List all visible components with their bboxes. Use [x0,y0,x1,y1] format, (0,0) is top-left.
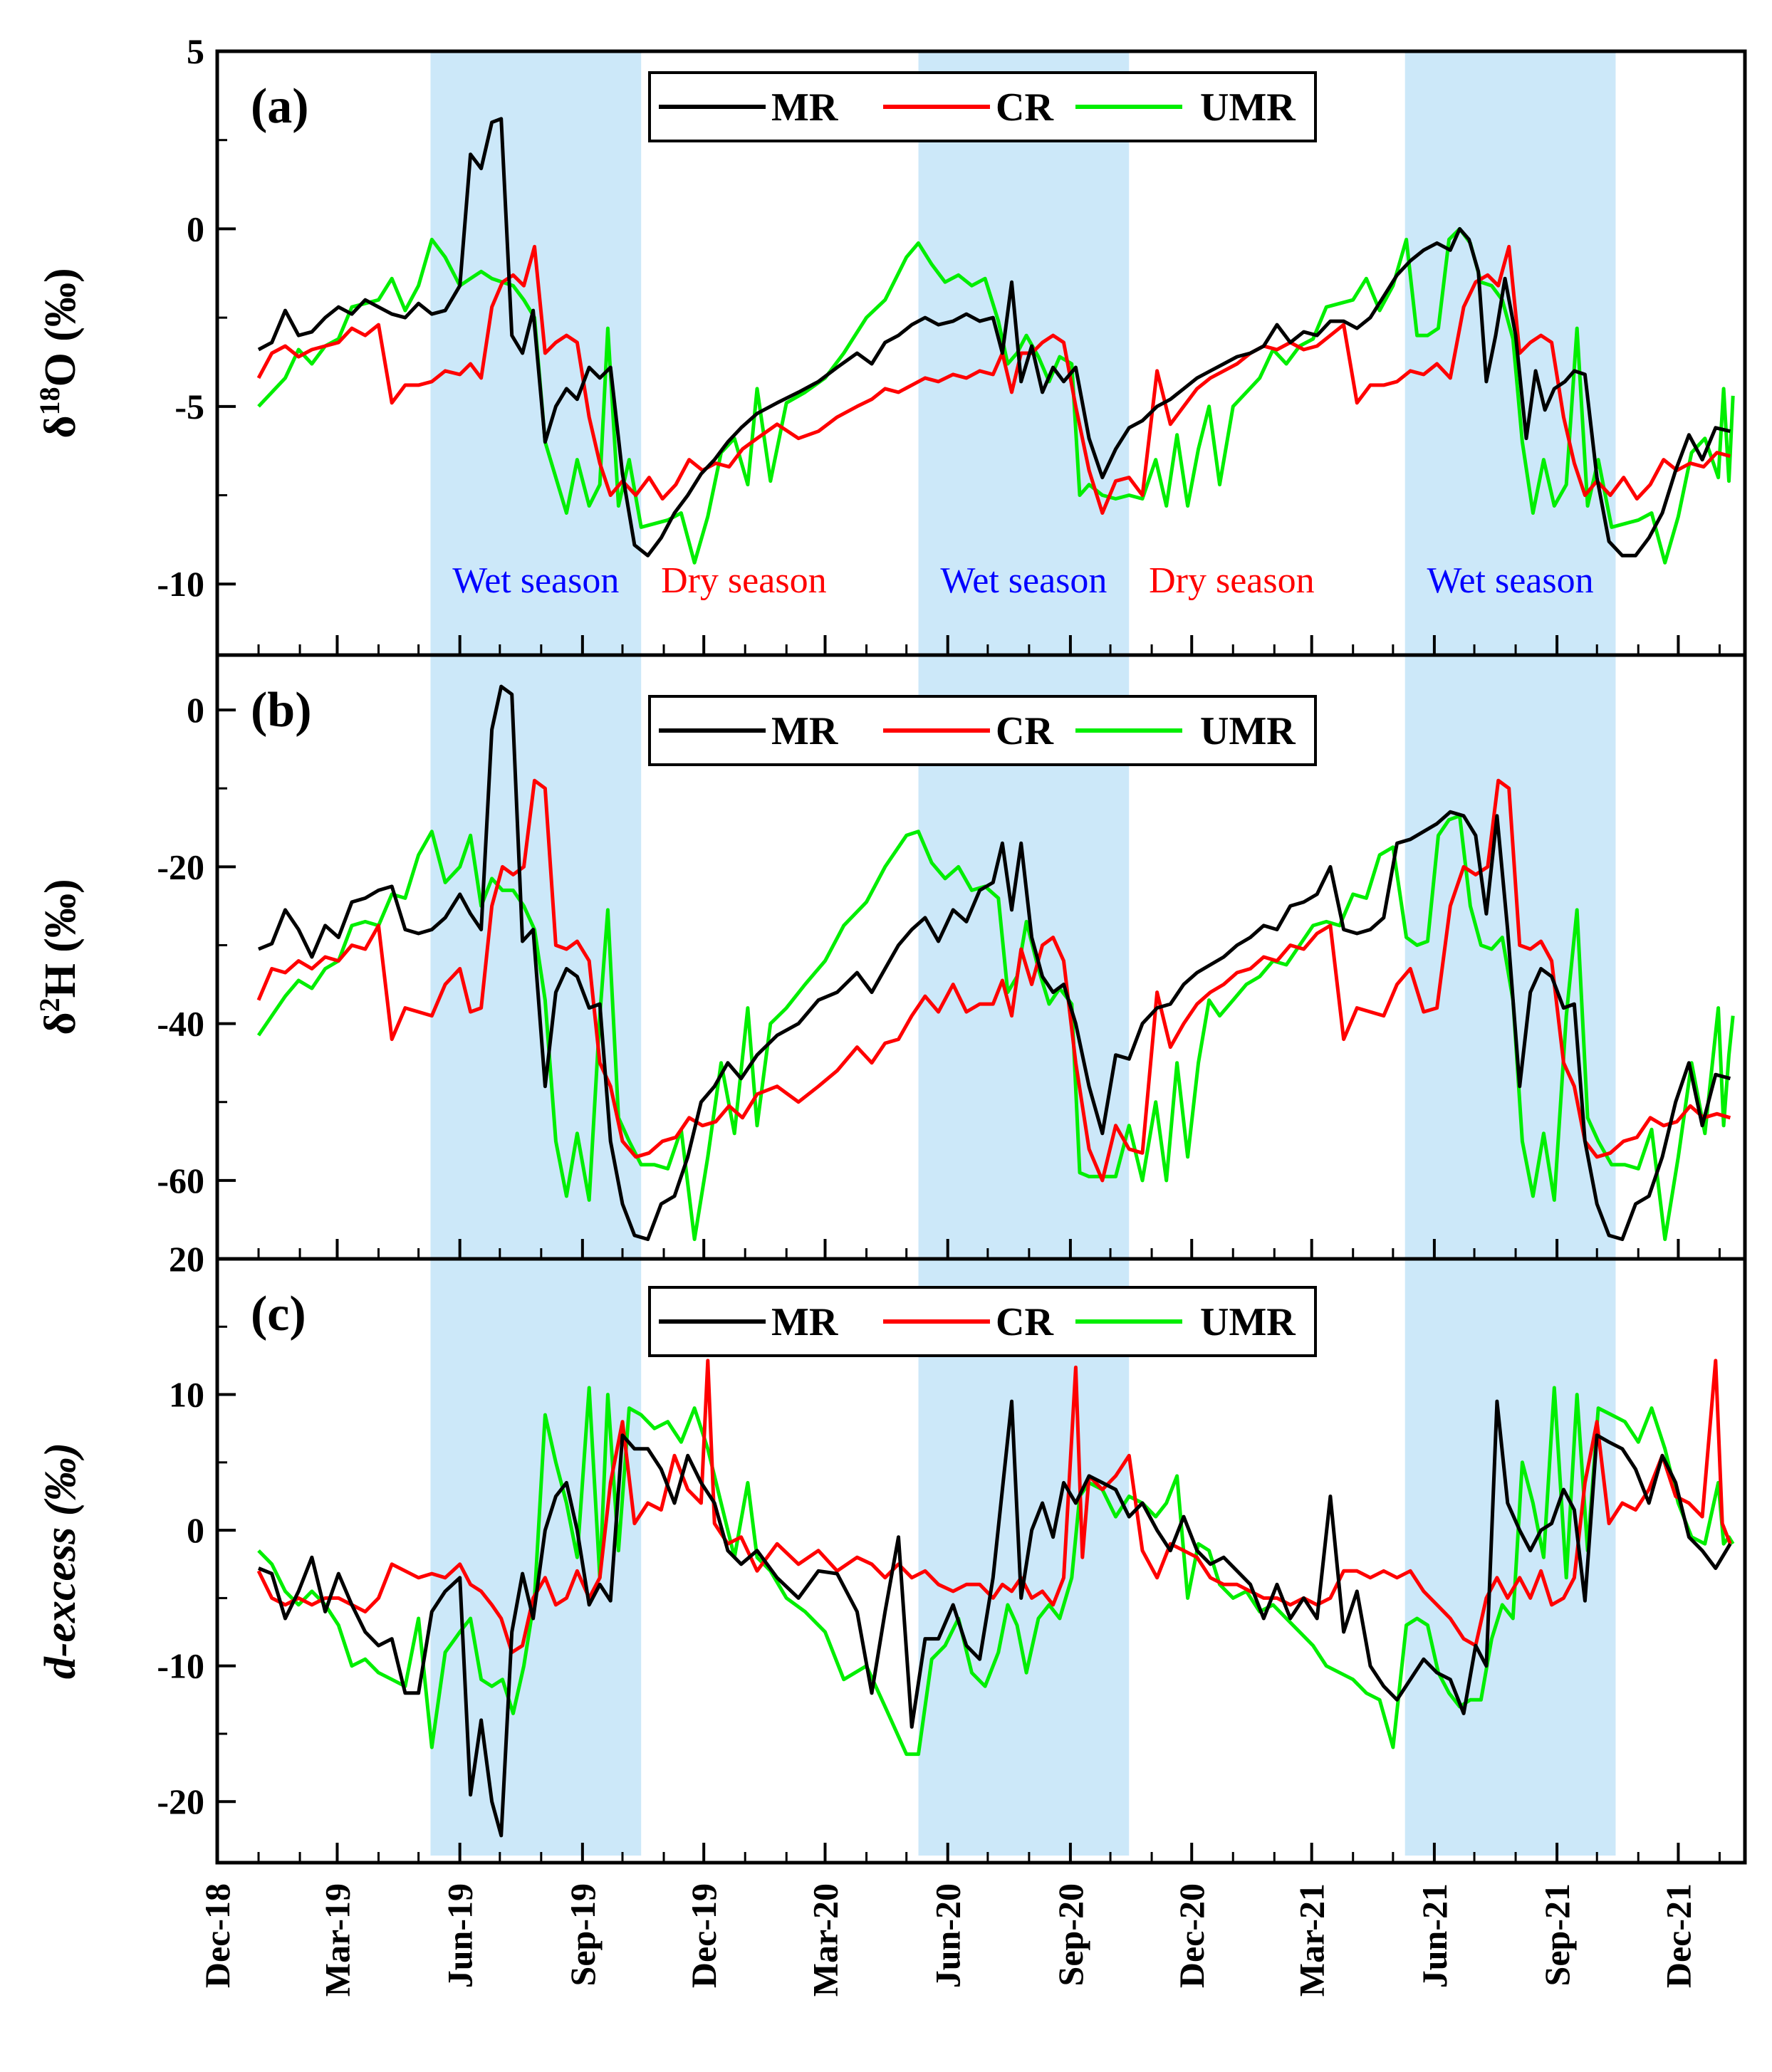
legend-label-umr: UMR [1200,1300,1296,1344]
legend-label-cr: CR [996,85,1053,130]
x-tick-label: Dec-19 [684,1883,724,1988]
x-tick-label: Jun-19 [440,1883,480,1988]
y-tick-label: -10 [157,564,204,604]
x-tick-label: Sep-21 [1537,1883,1577,1986]
y-tick-label: 20 [169,1239,204,1279]
y-axis-title-unit: H (‰) [36,879,85,998]
y-tick-label: -10 [157,1646,204,1686]
y-tick-label: -20 [157,847,204,886]
y-axis-title-superscript: 18 [33,387,66,415]
legend: MR CR UMR [648,695,1317,766]
x-tick-label: Jun-21 [1414,1883,1454,1988]
legend: MR CR UMR [648,1286,1317,1357]
wet-season-label: Wet season [1427,560,1594,601]
plot-frame-box [215,49,1747,1865]
panel-label: (a) [251,79,309,134]
dry-season-label: Dry season [1149,560,1315,601]
y-axis-title-symbol: δ [36,415,85,438]
y-axis-title: δ18O (‰) [33,268,85,438]
y-tick-label: 5 [187,31,204,71]
x-tick-label: Mar-21 [1292,1883,1332,1997]
y-axis-title-symbol: δ [36,1012,85,1035]
y-axis-title-superscript: 2 [33,998,66,1012]
y-axis-title-text: d-excess (‰) [36,1443,85,1679]
plot-frame [215,49,1747,1865]
y-tick-label: -40 [157,1004,204,1044]
x-tick-label: Dec-21 [1658,1883,1698,1988]
legend: MR CR UMR [648,71,1317,142]
y-tick-label: 0 [187,1510,204,1550]
wet-season-label: Wet season [452,560,619,601]
x-tick-label: Dec-20 [1172,1883,1211,1988]
series-lines [256,117,1735,1838]
x-tick-label: Dec-18 [197,1883,237,1988]
y-axis-title: δ2H (‰) [33,879,85,1035]
x-tick-label: Sep-20 [1051,1883,1090,1986]
series-line-mr [257,117,1731,558]
y-tick-label: -5 [174,387,204,427]
legends: MR CR UMR MR CR UMR MR CR UMR [648,71,1317,1357]
legend-label-mr: MR [771,709,838,753]
series-line-cr [256,1359,1732,1655]
series-line-mr [258,684,1731,1241]
series-line-cr [256,778,1731,1183]
x-tick-label: Mar-19 [317,1883,357,1997]
y-tick-label: 10 [169,1375,204,1415]
y-tick-label: 0 [187,690,204,730]
panel-label: (c) [251,1287,306,1341]
legend-label-mr: MR [771,85,838,130]
series-line-umr [257,226,1735,565]
dry-season-label: Dry season [661,560,827,601]
wet-season-label: Wet season [940,560,1107,601]
legend-label-umr: UMR [1200,709,1296,753]
text-layer: Wet season Dry season Wet season Dry season… [33,31,1698,1997]
series-line-cr [256,244,1731,515]
y-axis-title-unit: O (‰) [36,268,85,387]
series-line-mr [258,1399,1732,1838]
x-tick-label: Mar-20 [806,1883,845,1997]
y-tick-label: -20 [157,1781,204,1821]
legend-label-umr: UMR [1200,85,1296,130]
y-tick-label: -60 [157,1161,204,1200]
x-tick-label: Jun-20 [928,1883,968,1988]
legend-label-cr: CR [996,709,1053,753]
x-tick-label: Sep-19 [563,1883,603,1986]
panel-label: (b) [251,683,312,738]
y-tick-label: 0 [187,209,204,248]
series-line-umr [257,1386,1735,1757]
legend-label-mr: MR [771,1300,838,1344]
y-axis-title: d-excess (‰) [36,1443,85,1679]
legend-label-cr: CR [996,1300,1053,1344]
